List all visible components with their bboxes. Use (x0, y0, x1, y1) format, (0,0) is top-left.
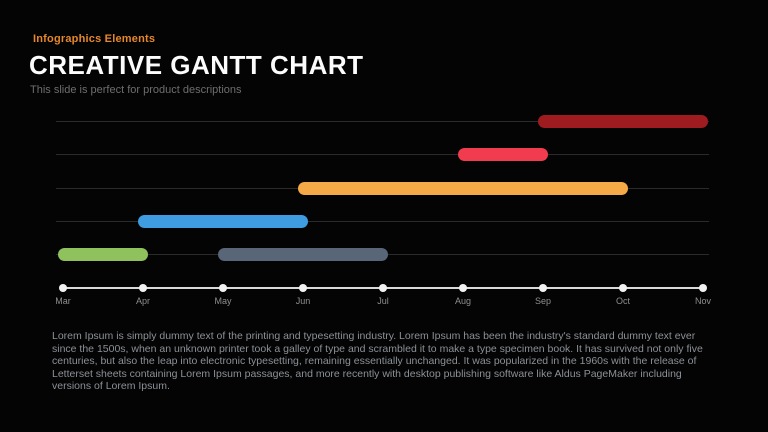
gantt-bar-green-task (58, 248, 148, 261)
gantt-bar-blue-task (138, 215, 308, 228)
body-paragraph: Lorem Ipsum is simply dummy text of the … (52, 330, 703, 393)
page-title: CREATIVE GANTT CHART (29, 50, 364, 80)
gantt-bar-red-task (458, 148, 548, 161)
axis-dot (59, 284, 67, 292)
row-track (56, 221, 709, 222)
row-track (56, 154, 709, 155)
month-label: Apr (135, 296, 150, 306)
axis-dot (539, 284, 547, 292)
month-label: May (214, 296, 232, 306)
month-label: Sep (534, 296, 551, 306)
row-track (56, 121, 709, 122)
gantt-bar-orange-task (298, 182, 628, 195)
month-label: Jun (295, 296, 311, 306)
month-label: Aug (454, 296, 471, 306)
axis-dot (219, 284, 227, 292)
subtitle: This slide is perfect for product descri… (30, 84, 242, 96)
month-label: Nov (694, 296, 711, 306)
gantt-bar-slate-task (218, 248, 388, 261)
axis-dot (459, 284, 467, 292)
axis-dot (699, 284, 707, 292)
axis-dot (139, 284, 147, 292)
axis-dot (619, 284, 627, 292)
gantt-bar-dark-red-task (538, 115, 708, 128)
axis-dot (379, 284, 387, 292)
axis-dot (299, 284, 307, 292)
month-label: Oct (615, 296, 630, 306)
eyebrow-label: Infographics Elements (33, 33, 156, 45)
month-label: Jul (377, 296, 389, 306)
month-label: Mar (55, 296, 71, 306)
